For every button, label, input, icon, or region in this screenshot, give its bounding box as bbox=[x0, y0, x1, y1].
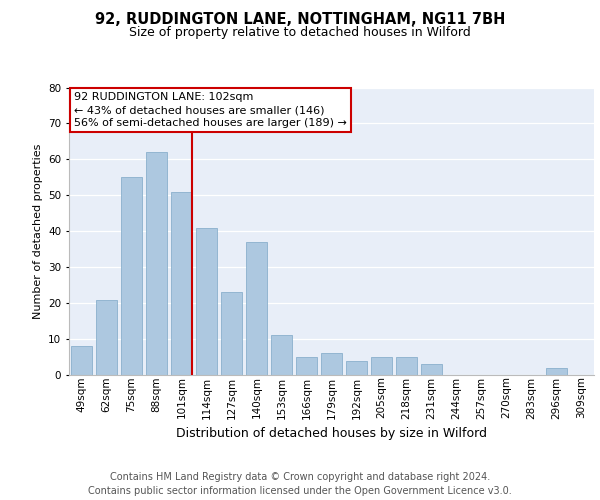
Bar bbox=[321, 354, 342, 375]
Bar bbox=[221, 292, 242, 375]
Bar bbox=[546, 368, 567, 375]
Bar bbox=[96, 300, 117, 375]
Text: 92 RUDDINGTON LANE: 102sqm
← 43% of detached houses are smaller (146)
56% of sem: 92 RUDDINGTON LANE: 102sqm ← 43% of deta… bbox=[74, 92, 347, 128]
Bar bbox=[71, 346, 92, 375]
Bar bbox=[296, 357, 317, 375]
Bar bbox=[396, 357, 417, 375]
Bar bbox=[121, 178, 142, 375]
X-axis label: Distribution of detached houses by size in Wilford: Distribution of detached houses by size … bbox=[176, 427, 487, 440]
Bar bbox=[421, 364, 442, 375]
Y-axis label: Number of detached properties: Number of detached properties bbox=[32, 144, 43, 319]
Bar bbox=[346, 360, 367, 375]
Bar bbox=[246, 242, 267, 375]
Bar bbox=[271, 336, 292, 375]
Bar bbox=[196, 228, 217, 375]
Bar bbox=[371, 357, 392, 375]
Text: Contains HM Land Registry data © Crown copyright and database right 2024.: Contains HM Land Registry data © Crown c… bbox=[110, 472, 490, 482]
Text: Size of property relative to detached houses in Wilford: Size of property relative to detached ho… bbox=[129, 26, 471, 39]
Bar bbox=[171, 192, 192, 375]
Text: Contains public sector information licensed under the Open Government Licence v3: Contains public sector information licen… bbox=[88, 486, 512, 496]
Bar bbox=[146, 152, 167, 375]
Text: 92, RUDDINGTON LANE, NOTTINGHAM, NG11 7BH: 92, RUDDINGTON LANE, NOTTINGHAM, NG11 7B… bbox=[95, 12, 505, 28]
